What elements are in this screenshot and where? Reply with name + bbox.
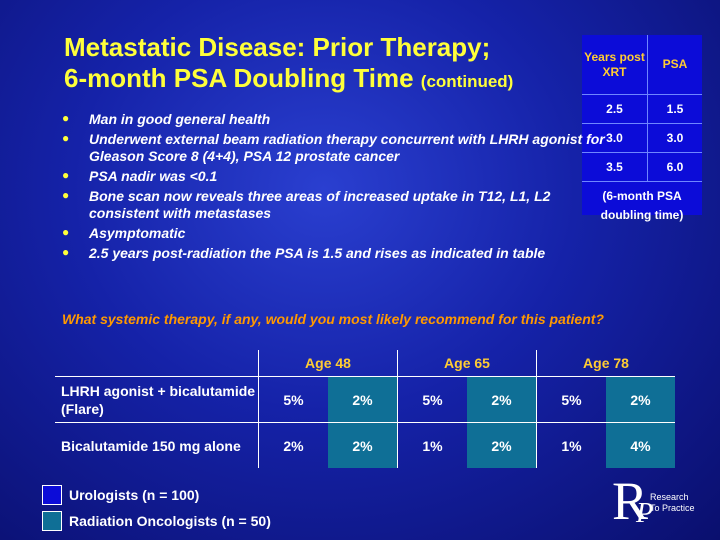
bullet-text: PSA nadir was <0.1: [89, 168, 218, 184]
urologist-value: 5%: [258, 376, 328, 423]
research-to-practice-logo: R P Research To Practice: [612, 474, 712, 530]
bullet-dot-icon: ●: [62, 188, 70, 202]
bullet-item: ● Bone scan now reveals three areas of in…: [62, 188, 622, 222]
urologist-value: 5%: [536, 376, 606, 423]
bullet-dot-icon: ●: [62, 168, 70, 182]
psa-row: 3.0 3.0: [582, 123, 702, 153]
legend-urologists: Urologists (n = 100): [42, 485, 199, 505]
bullet-item: ● PSA nadir was <0.1: [62, 168, 622, 185]
legend-swatch-radiation-oncologists: [42, 511, 62, 531]
psa-cell-value: 6.0: [647, 152, 702, 182]
psa-cell-value: 1.5: [647, 94, 702, 124]
urologist-value: 1%: [397, 422, 467, 468]
psa-header-years: Years post XRT: [582, 35, 648, 95]
psa-cell-years: 2.5: [582, 94, 648, 124]
logo-text-line-2: To Practice: [650, 503, 695, 513]
psa-row: 3.5 6.0: [582, 152, 702, 182]
logo-text-line-1: Research: [650, 492, 689, 502]
bullet-item: ● 2.5 years post-radiation the PSA is 1.5…: [62, 245, 622, 262]
bullet-dot-icon: ●: [62, 111, 70, 125]
urologist-value: 2%: [258, 422, 328, 468]
bullet-item: ● Man in good general health: [62, 111, 622, 128]
urologist-value: 5%: [397, 376, 467, 423]
age-header: Age 78: [536, 350, 675, 377]
psa-cell-value: 3.0: [647, 123, 702, 153]
table-row: Bicalutamide 150 mg alone 2% 2% 1% 2% 1%…: [55, 422, 675, 468]
logo-text: Research To Practice: [650, 492, 695, 514]
psa-header-psa: PSA: [647, 35, 702, 95]
logo-letter-p: P: [636, 498, 654, 529]
bullet-dot-icon: ●: [62, 131, 70, 145]
bullet-text: Asymptomatic: [89, 225, 186, 241]
rad-onc-value: 2%: [328, 376, 398, 423]
rad-onc-value: 4%: [606, 422, 675, 468]
legend-label-urologists: Urologists (n = 100): [69, 487, 200, 503]
case-bullet-list: ● Man in good general health ● Underwent e…: [62, 111, 622, 265]
urologist-value: 1%: [536, 422, 606, 468]
title-continued: (continued): [420, 72, 514, 91]
rad-onc-value: 2%: [467, 376, 537, 423]
psa-footer-line-1: (6-month PSA: [602, 189, 682, 203]
bullet-item: ● Underwent external beam radiation thera…: [62, 131, 622, 165]
psa-footer-line-2: doubling time): [600, 208, 684, 222]
slide-title: Metastatic Disease: Prior Therapy; 6-mon…: [64, 32, 513, 97]
legend-label-radiation-oncologists: Radiation Oncologists (n = 50): [69, 513, 271, 529]
title-line-1: Metastatic Disease: Prior Therapy;: [64, 32, 491, 62]
age-header: Age 48: [258, 350, 398, 377]
bullet-dot-icon: ●: [62, 225, 70, 239]
psa-row: 2.5 1.5: [582, 94, 702, 124]
title-line-2-main: 6-month PSA Doubling Time: [64, 63, 414, 93]
psa-cell-years: 3.5: [582, 152, 648, 182]
bullet-text: Underwent external beam radiation therap…: [89, 131, 605, 164]
psa-table: Years post XRT PSA 2.5 1.5 3.0 3.0 3.5 6…: [582, 35, 702, 222]
logo-letter-r: R: [612, 471, 649, 531]
therapy-label: LHRH agonist + bicalutamide (Flare): [55, 376, 259, 423]
results-table: Age 48 Age 65 Age 78 LHRH agonist + bica…: [55, 350, 675, 468]
rad-onc-value: 2%: [606, 376, 675, 423]
title-line-2: 6-month PSA Doubling Time (continued): [64, 63, 513, 97]
therapy-label: Bicalutamide 150 mg alone: [61, 437, 241, 454]
rad-onc-value: 2%: [467, 422, 537, 468]
survey-question: What systemic therapy, if any, would you…: [62, 311, 604, 327]
psa-footer: (6-month PSA doubling time): [582, 182, 702, 231]
bullet-dot-icon: ●: [62, 245, 70, 259]
age-header: Age 65: [397, 350, 537, 377]
bullet-text: 2.5 years post-radiation the PSA is 1.5 …: [89, 245, 546, 261]
bullet-text: Bone scan now reveals three areas of inc…: [89, 188, 551, 221]
rad-onc-value: 2%: [328, 422, 398, 468]
table-row: LHRH agonist + bicalutamide (Flare) 5% 2…: [55, 376, 675, 423]
legend-radiation-oncologists: Radiation Oncologists (n = 50): [42, 511, 271, 531]
results-corner: [55, 350, 259, 377]
legend-swatch-urologists: [42, 485, 62, 505]
bullet-item: ● Asymptomatic: [62, 225, 622, 242]
psa-cell-years: 3.0: [582, 123, 648, 153]
bullet-text: Man in good general health: [89, 111, 271, 127]
